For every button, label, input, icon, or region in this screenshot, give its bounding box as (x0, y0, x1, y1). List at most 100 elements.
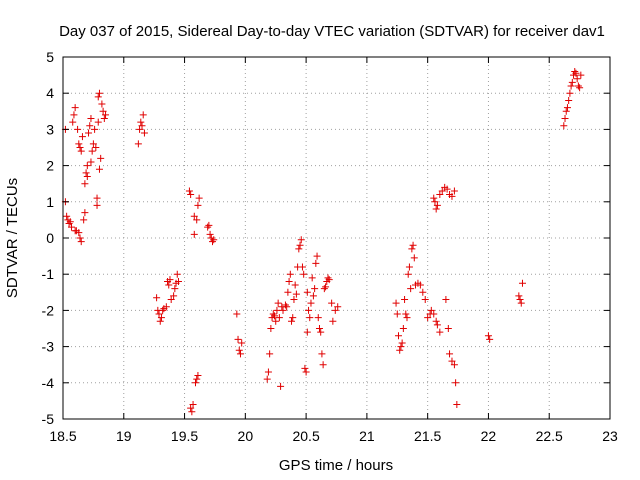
data-point (193, 216, 201, 224)
data-point (515, 292, 523, 300)
data-point (324, 274, 332, 282)
data-point (312, 259, 320, 267)
data-point (484, 332, 492, 340)
data-point (193, 375, 201, 383)
data-point (410, 254, 418, 262)
data-point (76, 234, 84, 242)
data-point (77, 147, 85, 155)
y-tick-label: -5 (42, 411, 55, 427)
y-tick-label: 2 (46, 158, 54, 174)
data-point (263, 375, 271, 383)
data-point (452, 379, 460, 387)
data-point (297, 236, 305, 244)
data-point (139, 111, 147, 119)
y-tick-label: -4 (42, 375, 55, 391)
y-tick-label: 3 (46, 121, 54, 137)
data-point (403, 314, 411, 322)
data-point (309, 292, 317, 300)
data-point (562, 107, 570, 115)
data-point (303, 288, 311, 296)
x-tick-label: 22 (481, 428, 497, 444)
data-point (427, 306, 435, 314)
data-point (317, 328, 325, 336)
data-point (444, 325, 452, 332)
data-point (190, 212, 198, 220)
data-point (393, 310, 401, 318)
data-point (75, 229, 83, 237)
data-point (173, 270, 181, 278)
data-point (269, 310, 277, 318)
data-point (408, 245, 416, 253)
y-tick-label: -2 (42, 302, 55, 318)
data-point (443, 185, 451, 193)
data-point (517, 299, 525, 307)
data-point (314, 314, 322, 322)
data-point (188, 408, 196, 416)
data-point (94, 118, 102, 126)
data-point (572, 69, 580, 77)
grid (63, 57, 610, 419)
data-point (81, 180, 89, 188)
data-point (448, 192, 456, 200)
data-point (518, 279, 526, 287)
data-point (561, 115, 569, 123)
data-point (63, 212, 71, 220)
data-point (187, 404, 195, 412)
x-tick-labels: 18.5 19 19.5 20 20.5 21 21.5 22 22.5 23 (49, 428, 618, 444)
data-point (153, 294, 161, 302)
data-point (288, 317, 296, 325)
data-point (264, 368, 272, 376)
data-point (134, 140, 142, 148)
data-point (315, 325, 323, 332)
axis-ticks (62, 56, 611, 420)
data-point (486, 335, 494, 343)
data-point (442, 296, 450, 304)
data-point (275, 314, 283, 322)
data-point (272, 317, 280, 325)
data-point (234, 335, 242, 343)
data-point (450, 361, 458, 369)
data-point (277, 382, 285, 390)
data-point (424, 314, 432, 322)
data-point (271, 312, 279, 320)
x-tick-label: 20.5 (292, 428, 319, 444)
data-point (93, 201, 101, 209)
data-point (303, 328, 311, 336)
data-point (560, 122, 568, 130)
data-point (189, 401, 197, 409)
data-point (93, 194, 101, 202)
y-tick-label: -1 (42, 266, 55, 282)
data-point (171, 285, 179, 293)
data-point (70, 111, 78, 119)
data-point (75, 140, 83, 148)
data-point (185, 187, 193, 195)
data-point (157, 314, 165, 322)
data-point (301, 364, 309, 372)
data-point (273, 306, 281, 314)
data-point (571, 67, 579, 75)
data-point (77, 238, 85, 246)
data-point (291, 281, 299, 289)
data-point (88, 147, 96, 155)
y-tick-label: 4 (46, 85, 54, 101)
data-point (83, 162, 91, 170)
data-point (191, 379, 199, 387)
data-point (98, 100, 106, 108)
data-point (325, 276, 333, 284)
data-point (563, 104, 571, 112)
data-point (436, 191, 444, 199)
data-point (409, 241, 417, 249)
data-point (174, 277, 182, 285)
x-tick-label: 21.5 (414, 428, 441, 444)
data-point (66, 218, 74, 226)
data-point (187, 191, 195, 199)
y-axis-label: SDTVAR / TECUs (4, 178, 21, 298)
data-point (85, 129, 93, 137)
data-point (573, 75, 581, 83)
data-point (194, 201, 202, 209)
data-point (404, 270, 412, 278)
data-point (307, 299, 315, 307)
data-point (285, 277, 293, 285)
data-point (398, 339, 406, 347)
data-point (86, 122, 94, 130)
